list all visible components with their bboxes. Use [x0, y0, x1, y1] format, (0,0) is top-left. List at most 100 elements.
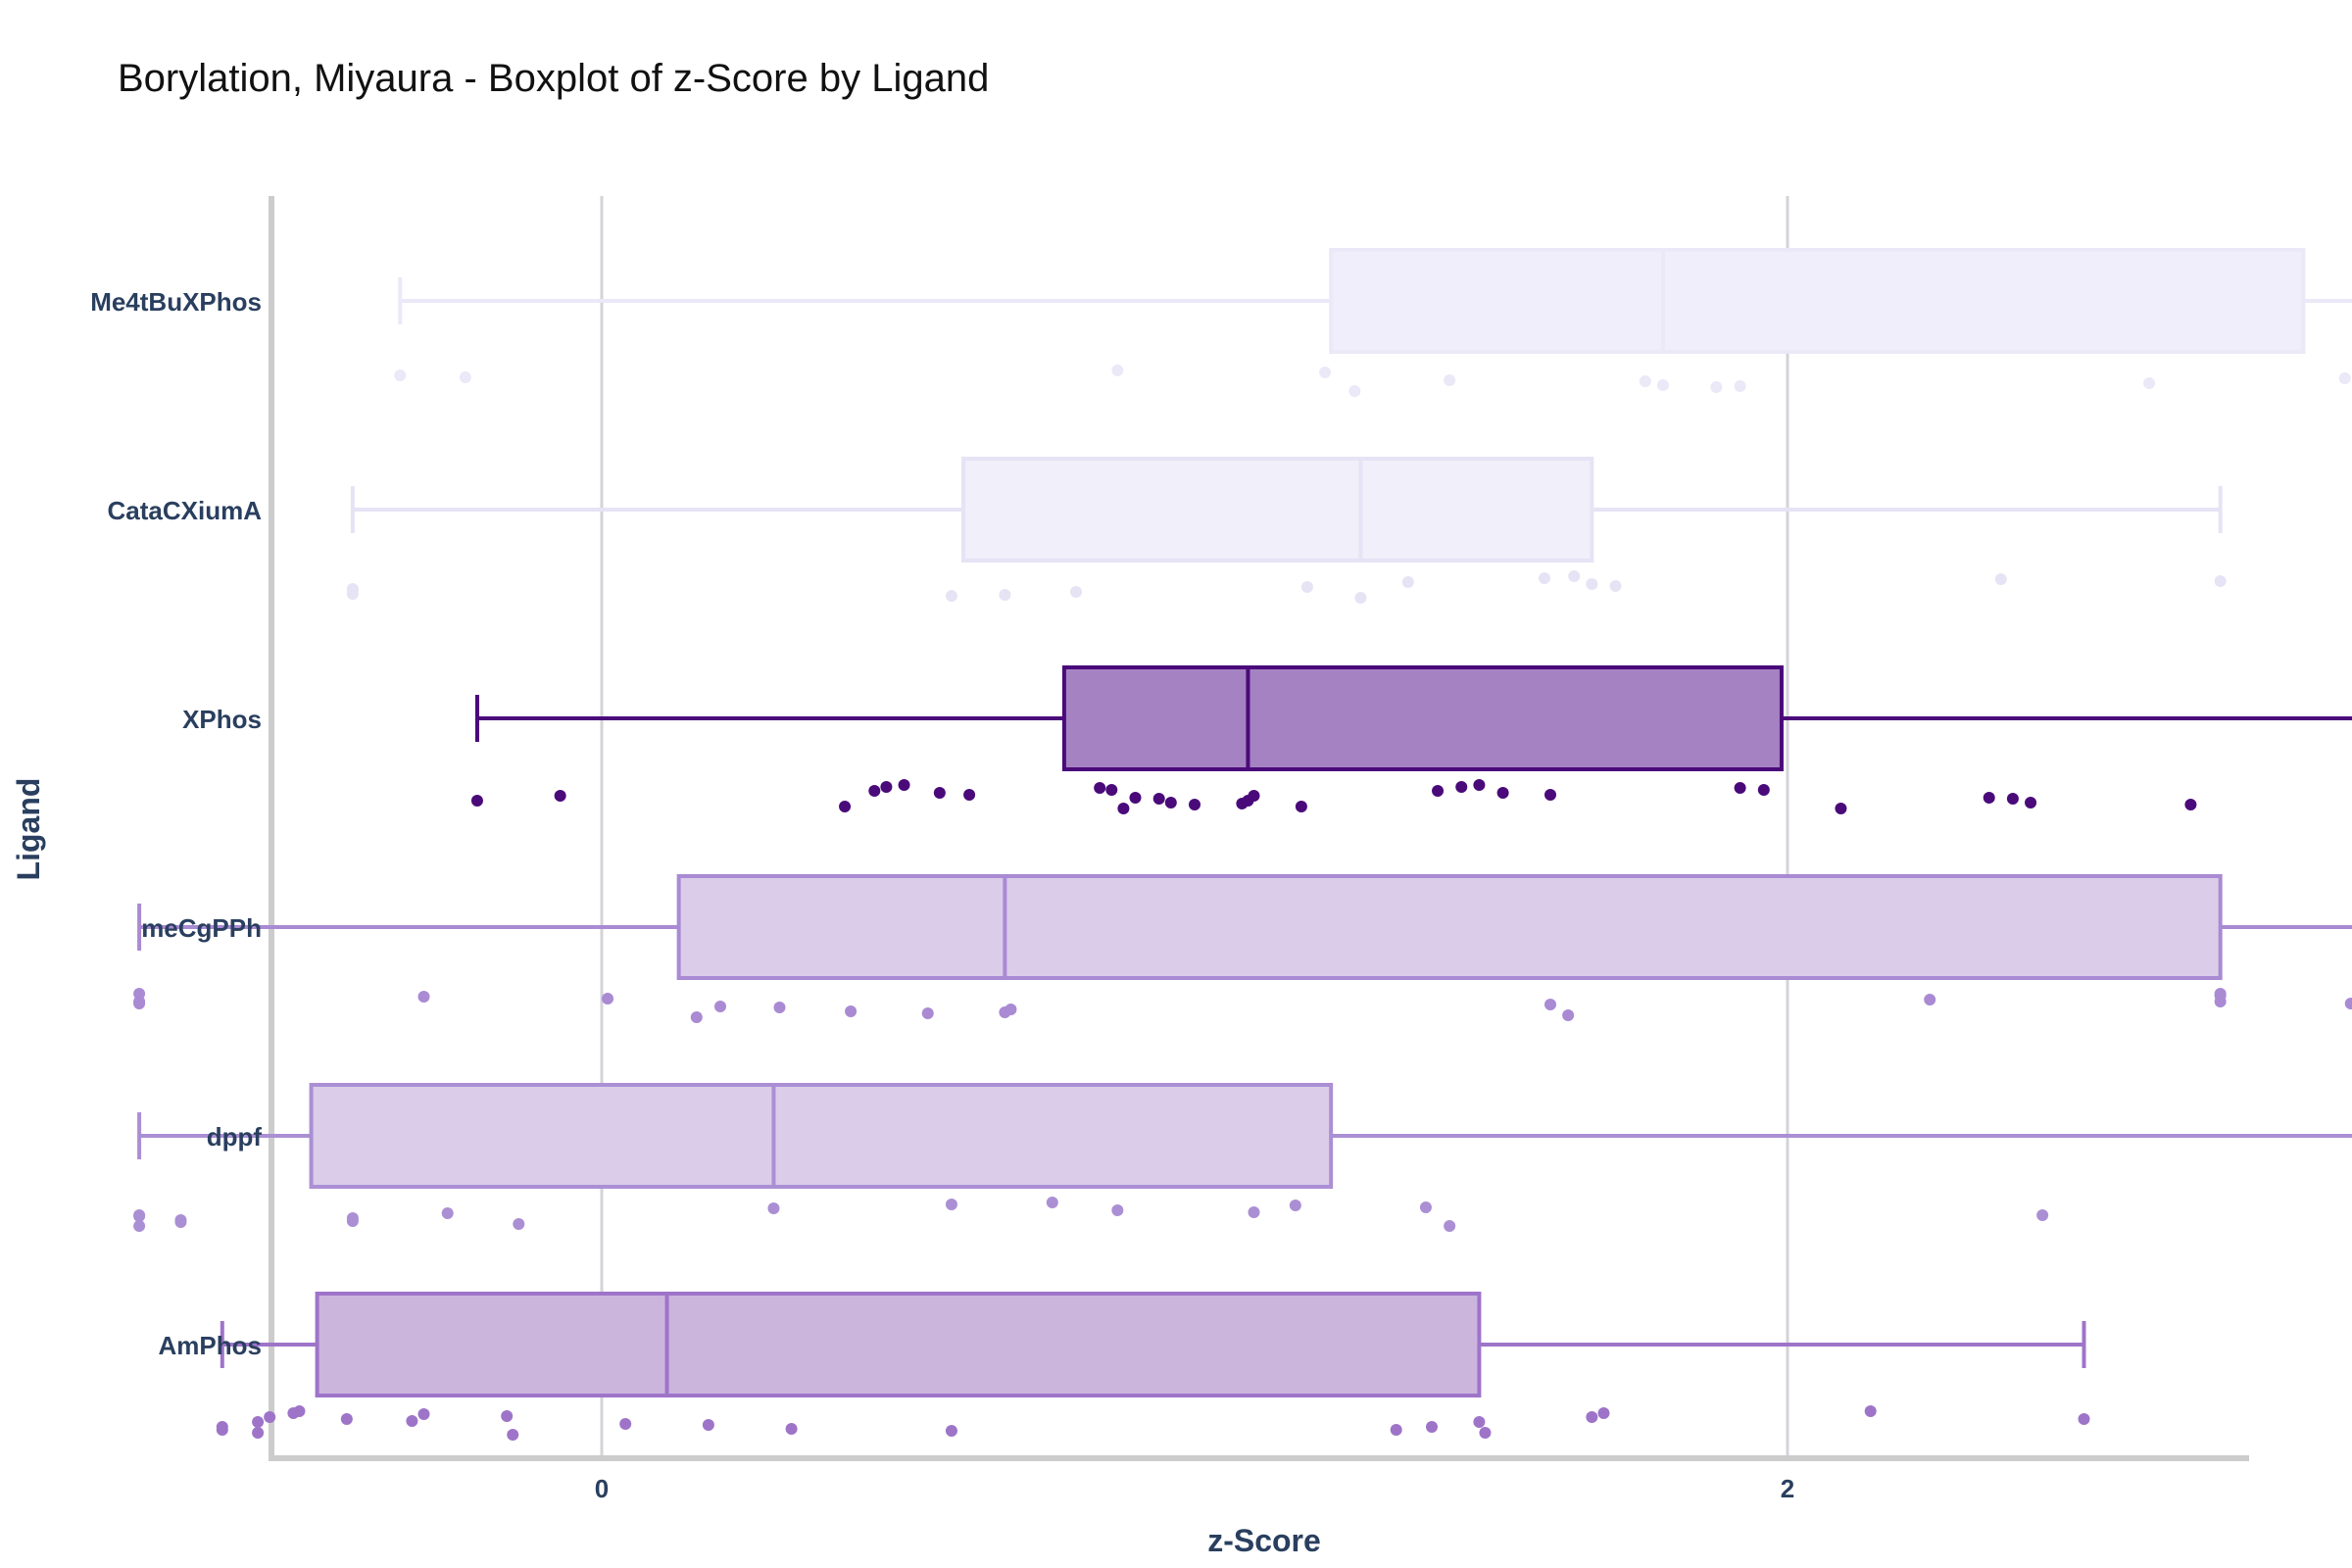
series-AmPhos	[216, 1292, 2090, 1441]
data-point	[602, 993, 614, 1004]
data-point	[1319, 367, 1332, 378]
data-point	[945, 590, 957, 602]
series-dppf	[133, 1083, 2352, 1232]
data-point	[702, 1419, 714, 1431]
data-point	[767, 1202, 780, 1214]
data-point	[1562, 1009, 1575, 1021]
data-point	[1390, 1424, 1402, 1436]
data-point	[417, 1408, 430, 1420]
data-point	[1419, 1201, 1432, 1213]
data-point	[340, 1413, 353, 1425]
data-point	[1609, 580, 1622, 592]
data-point	[1835, 803, 1847, 814]
data-point	[1734, 380, 1746, 392]
data-point	[2214, 575, 2227, 587]
data-point	[1983, 792, 1995, 804]
data-point	[921, 1007, 934, 1019]
data-point	[1710, 381, 1723, 393]
data-point	[1496, 787, 1509, 799]
data-point	[406, 1415, 418, 1427]
data-point	[1189, 799, 1200, 810]
data-point	[945, 1425, 957, 1437]
data-point	[999, 589, 1011, 601]
data-point	[845, 1005, 858, 1017]
data-point	[1105, 784, 1118, 796]
data-point	[619, 1418, 632, 1430]
data-point	[714, 1001, 726, 1012]
boxplot-series	[133, 248, 2352, 1441]
data-point	[1295, 801, 1307, 812]
data-point	[1164, 797, 1177, 808]
data-point	[346, 588, 359, 600]
axes	[269, 196, 2249, 1461]
data-point	[264, 1411, 276, 1423]
data-point	[501, 1410, 514, 1422]
data-point	[1656, 379, 1669, 391]
data-point	[1248, 1206, 1260, 1218]
box-iqr	[1329, 248, 2306, 354]
data-point	[1070, 586, 1082, 598]
data-point	[470, 795, 483, 807]
data-point	[441, 1207, 454, 1219]
data-point	[2078, 1413, 2090, 1425]
tick-labels: 024Me4tBuXPhosCataCXiumAXPhosmeCgPPhdppf…	[90, 287, 1794, 1503]
data-point	[868, 785, 881, 797]
data-point	[293, 1405, 306, 1417]
data-point	[2214, 996, 2227, 1007]
data-point	[1538, 572, 1550, 584]
data-point	[2184, 799, 2197, 810]
data-point	[1586, 578, 1598, 590]
data-point	[933, 787, 946, 799]
series-meCgPPh	[133, 874, 2352, 1023]
data-point	[1544, 999, 1556, 1010]
data-point	[1734, 782, 1746, 794]
data-point	[1152, 793, 1165, 805]
data-point	[1597, 1407, 1610, 1419]
data-point	[252, 1416, 265, 1428]
data-point	[1129, 792, 1142, 804]
y-tick-label: AmPhos	[159, 1331, 262, 1360]
data-point	[417, 991, 430, 1003]
data-point	[1639, 375, 1651, 387]
data-point	[1479, 1427, 1492, 1439]
series-CataCXiumA	[346, 457, 2227, 604]
data-point	[133, 998, 146, 1009]
data-point	[1586, 1411, 1598, 1423]
data-point	[1455, 781, 1468, 793]
data-point	[1757, 784, 1770, 796]
y-tick-label: dppf	[207, 1122, 263, 1152]
data-point	[1348, 385, 1361, 397]
data-point	[1401, 576, 1414, 588]
data-point	[2338, 372, 2351, 384]
data-point	[1117, 803, 1130, 814]
data-point	[1568, 570, 1581, 582]
data-point	[1924, 994, 1936, 1005]
data-point	[945, 1199, 957, 1210]
series-Me4tBuXPhos	[394, 248, 2352, 397]
data-point	[554, 790, 566, 802]
data-point	[785, 1423, 798, 1435]
data-point	[507, 1429, 519, 1441]
data-point	[1544, 789, 1556, 801]
x-axis-title: z-Score	[1207, 1523, 1321, 1558]
data-point	[346, 1212, 359, 1224]
data-point	[513, 1218, 525, 1230]
data-point	[1300, 581, 1313, 593]
box-iqr	[676, 874, 2223, 980]
x-tick-label: 2	[1781, 1474, 1794, 1503]
data-point	[133, 1220, 146, 1232]
data-point	[459, 371, 471, 383]
y-tick-label: Me4tBuXPhos	[90, 287, 262, 317]
y-axis-title: Ligand	[11, 778, 46, 881]
data-point	[2143, 377, 2156, 389]
data-point	[1426, 1421, 1438, 1433]
box-iqr	[309, 1083, 1334, 1189]
y-tick-label: meCgPPh	[141, 913, 262, 943]
data-point	[690, 1011, 703, 1023]
data-point	[1046, 1197, 1058, 1208]
data-point	[898, 779, 910, 791]
y-tick-label: CataCXiumA	[108, 496, 263, 525]
data-point	[1094, 782, 1106, 794]
data-point	[394, 369, 407, 381]
